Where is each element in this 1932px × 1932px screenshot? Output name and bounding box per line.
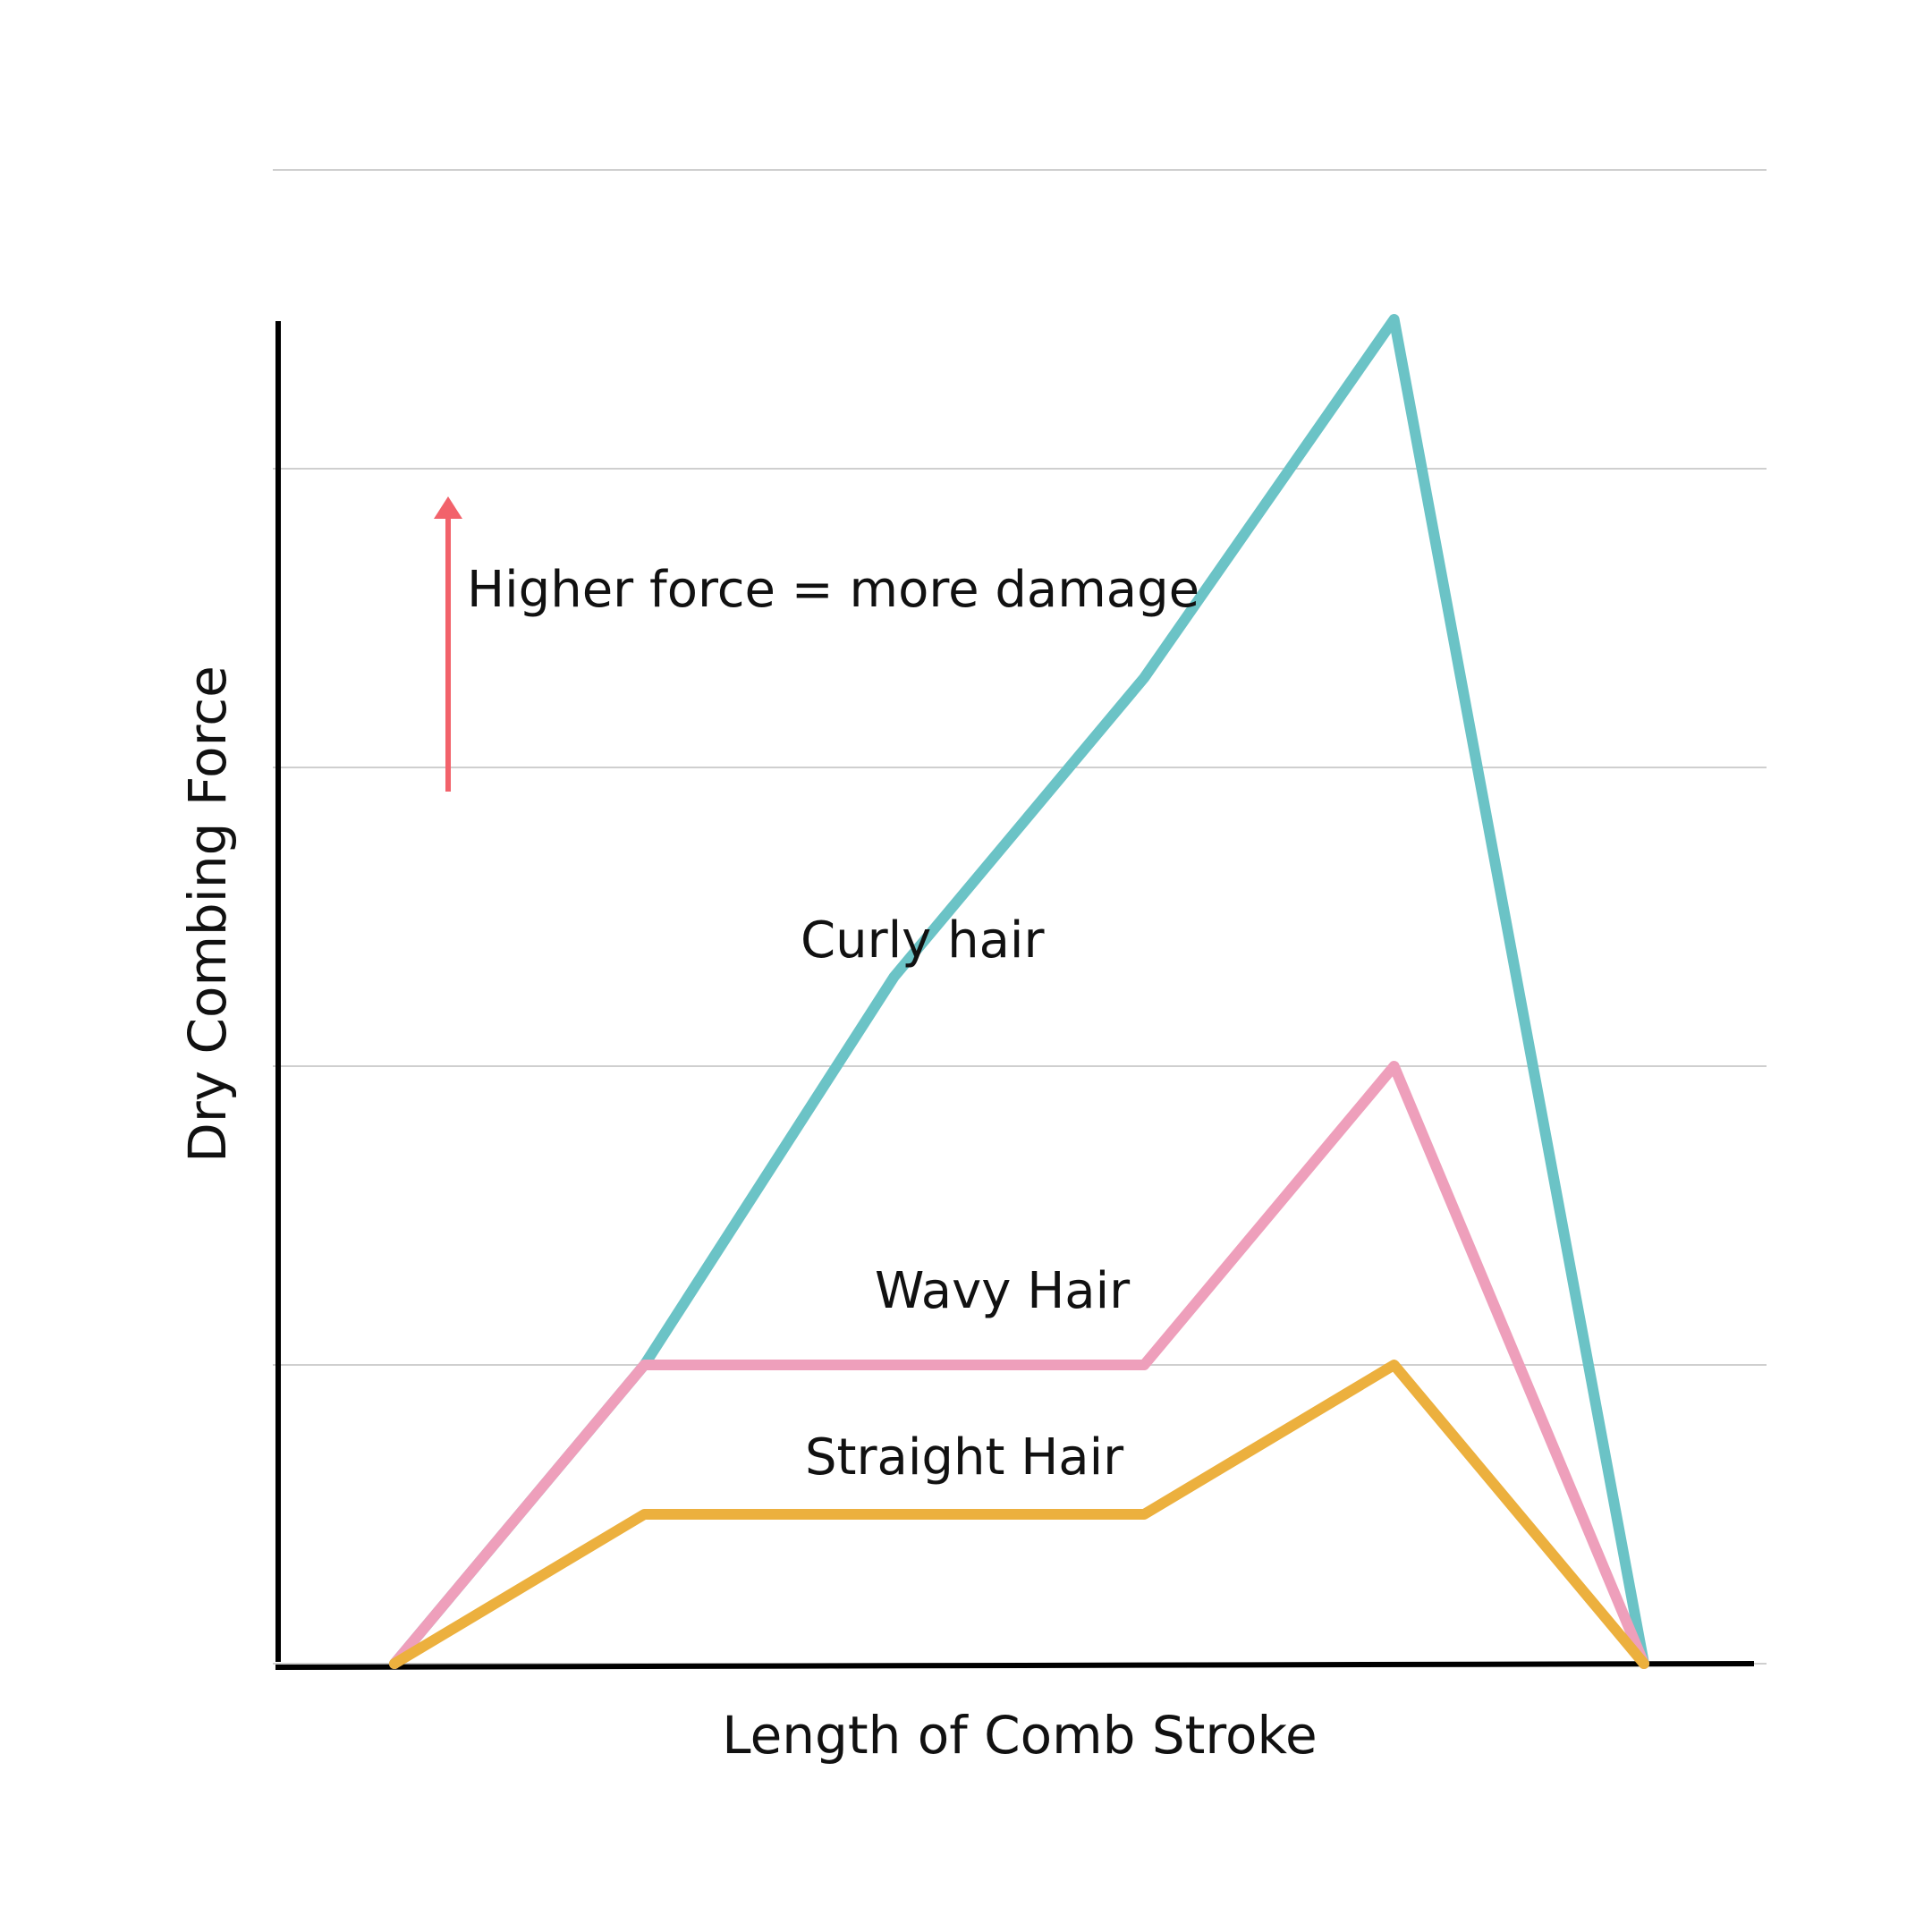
series-line-wavy xyxy=(389,1061,1649,1669)
series-label-wavy: Wavy Hair xyxy=(875,1262,1131,1320)
y-axis-title: Dry Combing Force xyxy=(177,665,238,1163)
series-label-curly: Curly hair xyxy=(801,911,1045,970)
annotation-text: Higher force = more damage xyxy=(467,561,1199,619)
x-axis-line xyxy=(275,1660,1755,1671)
series-group xyxy=(389,314,1649,1669)
x-axis-title: Length of Comb Stroke xyxy=(722,1705,1317,1766)
series-label-straight: Straight Hair xyxy=(805,1428,1124,1487)
annotation-arrow xyxy=(434,496,462,792)
arrow-head xyxy=(434,496,462,519)
series-line-straight xyxy=(389,1360,1649,1669)
